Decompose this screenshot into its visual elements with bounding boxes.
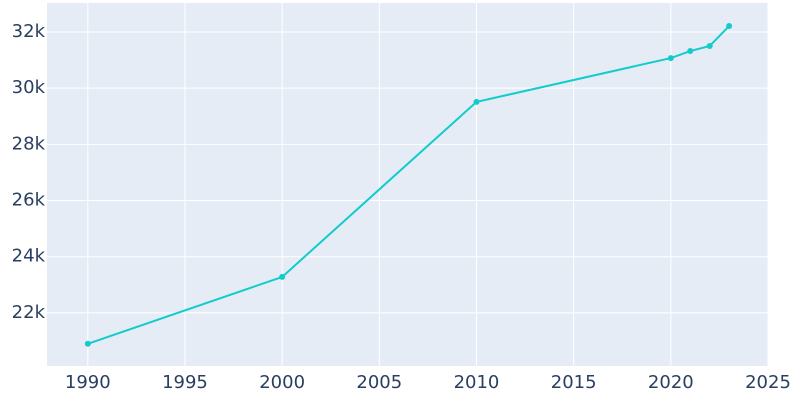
plot-area xyxy=(47,3,768,366)
x-tick-label: 2020 xyxy=(648,372,694,393)
x-tick-label: 1995 xyxy=(162,372,208,393)
point xyxy=(726,23,733,30)
y-tick-label: 28k xyxy=(12,133,46,154)
point xyxy=(667,55,674,62)
x-tick-label: 2005 xyxy=(356,372,402,393)
y-tick-label: 30k xyxy=(12,77,46,98)
x-tick-label: 2025 xyxy=(745,372,791,393)
y-tick-label: 22k xyxy=(12,302,46,323)
x-tick-label: 2000 xyxy=(259,372,305,393)
y-tick-label: 24k xyxy=(12,246,46,267)
point xyxy=(84,340,91,347)
point xyxy=(687,48,694,55)
x-tick-label: 2010 xyxy=(454,372,500,393)
x-tick-label: 1990 xyxy=(65,372,111,393)
x-tick-label: 2015 xyxy=(551,372,597,393)
y-tick-label: 26k xyxy=(12,190,46,211)
point xyxy=(473,98,480,105)
point xyxy=(706,42,713,49)
y-tick-label: 32k xyxy=(12,21,46,42)
point xyxy=(279,273,286,280)
